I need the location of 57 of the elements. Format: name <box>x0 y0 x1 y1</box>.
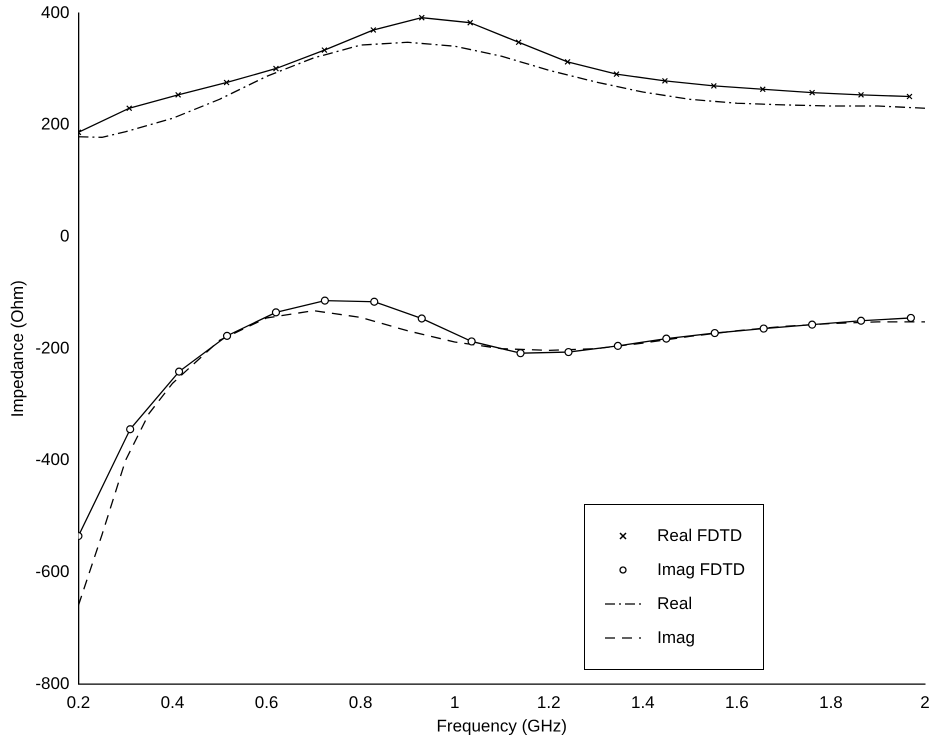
point <box>516 39 522 46</box>
point <box>613 71 620 78</box>
x-axis-title: Frequency (GHz) <box>436 716 567 736</box>
point <box>468 337 476 346</box>
point <box>710 82 717 89</box>
legend-label: Real FDTD <box>657 526 742 546</box>
point <box>809 90 816 96</box>
point <box>662 334 670 343</box>
point <box>760 86 766 92</box>
x-tick-label: 0.4 <box>160 693 184 712</box>
point <box>174 368 184 376</box>
legend-label: Imag FDTD <box>657 560 745 580</box>
x-tick-label: 1.6 <box>725 693 749 712</box>
point <box>175 92 182 98</box>
x-tick-label: 0.8 <box>348 693 372 712</box>
point <box>906 314 915 322</box>
legend-label: Imag <box>657 628 695 648</box>
y-tick-label: -400 <box>35 450 70 470</box>
y-tick-label: -800 <box>35 674 70 693</box>
point <box>320 296 329 305</box>
point <box>858 92 864 98</box>
point <box>272 65 280 72</box>
point <box>222 332 232 340</box>
y-tick-label: -200 <box>35 338 70 358</box>
point <box>906 93 913 100</box>
y-tick-label: 200 <box>41 114 70 134</box>
legend-label: Real <box>657 594 692 614</box>
point <box>467 20 474 26</box>
x-tick-label: 0.6 <box>254 693 278 712</box>
point <box>760 324 768 333</box>
point <box>710 328 719 338</box>
y-axis-title: Impedance (Ohm) <box>8 280 27 418</box>
y-tick-label: 400 <box>41 2 70 22</box>
point <box>808 320 816 329</box>
point <box>418 314 426 323</box>
point <box>614 342 622 350</box>
x-tick-label: 1.8 <box>819 693 843 712</box>
x-tick-label: 0.2 <box>66 693 90 712</box>
point <box>224 79 230 86</box>
point <box>126 425 134 434</box>
point <box>272 308 280 316</box>
point <box>662 78 668 84</box>
y-tick-label: 0 <box>60 226 70 246</box>
x-tick-label: 1.2 <box>536 693 561 712</box>
y-tick-label: -600 <box>35 562 70 582</box>
x-tick-label: 2 <box>920 693 930 712</box>
point <box>564 348 573 356</box>
point <box>370 26 376 34</box>
point <box>126 105 132 112</box>
x-tick-label: 1.4 <box>630 693 655 712</box>
point <box>321 47 328 54</box>
x-tick-label: 1 <box>450 693 460 712</box>
point <box>516 349 525 358</box>
point <box>564 58 571 65</box>
point <box>370 298 378 306</box>
point <box>856 316 866 325</box>
point <box>418 14 425 21</box>
